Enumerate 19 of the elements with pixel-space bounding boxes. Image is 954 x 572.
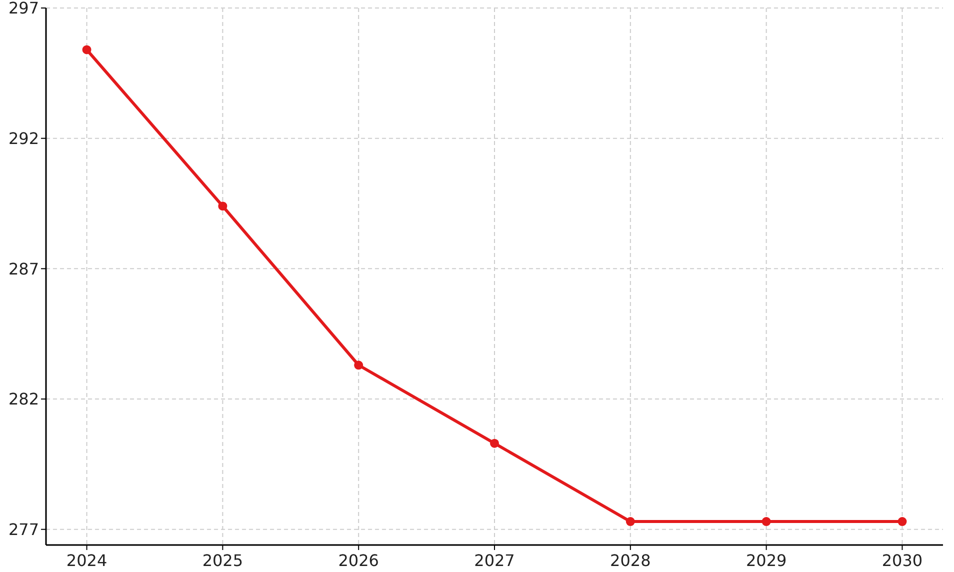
point	[898, 517, 907, 526]
y-tick-label: 292	[8, 128, 39, 148]
x-tick-label: 2026	[338, 551, 379, 570]
y-tick-label: 277	[8, 520, 39, 539]
point	[218, 202, 228, 211]
x-tick-label: 2024	[66, 551, 108, 570]
x-tick-label: 2025	[202, 551, 244, 570]
y-tick-label: 287	[8, 259, 39, 278]
y-tick-label: 282	[8, 390, 39, 409]
point	[626, 517, 635, 526]
point	[490, 438, 499, 448]
x-tick-label: 2027	[474, 551, 515, 570]
x-tick-label: 2029	[746, 551, 787, 570]
point	[82, 45, 92, 54]
x-tick-label: 2030	[882, 551, 923, 570]
y-tick-label: 297	[8, 0, 39, 18]
point	[762, 517, 771, 526]
point	[354, 360, 364, 370]
x-tick-label: 2028	[610, 551, 651, 570]
